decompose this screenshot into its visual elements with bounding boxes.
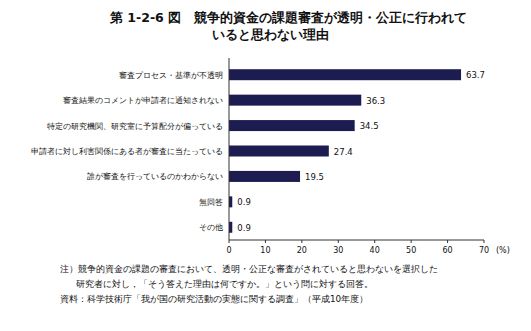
bar — [229, 120, 355, 131]
category-label: 申請者に対し利害関係にある者が審査に当たっている — [31, 147, 223, 156]
category-label: その他 — [199, 223, 223, 232]
title-line: 第 1-2-6 図 競争的資金の課題審査が透明・公正に行われて — [109, 10, 467, 25]
data-label: 34.5 — [360, 121, 379, 131]
category-label: 審査プロセス・基準が不透明 — [119, 71, 223, 80]
tick — [447, 240, 448, 243]
tick — [338, 240, 339, 243]
annotation: 注）競争的資金の課題の審査において、透明・公正な審査がされていると思わないを選択… — [60, 264, 438, 274]
tick-label: 0 — [226, 246, 231, 255]
annotation: 資料：科学技術庁「我が国の研究活動の実態に関する調査」（平成10年度） — [60, 294, 368, 304]
annotation: 研究者に対し，「そう答えた理由は何ですか。」という問に対する回答。 — [76, 279, 373, 289]
tick — [265, 240, 266, 243]
category-label: 審査結果のコメントが申請者に通知されない — [63, 96, 223, 105]
data-label: 63.7 — [466, 70, 485, 80]
tick-label: 50 — [406, 246, 416, 255]
tick — [484, 240, 485, 243]
y-axis — [229, 58, 230, 240]
tick — [301, 240, 302, 243]
tick-label: 60 — [442, 246, 452, 255]
x-axis — [229, 240, 484, 241]
category-label: 無回答 — [199, 198, 223, 207]
tick — [411, 240, 412, 243]
tick-label: 70 — [479, 246, 489, 255]
data-label: 36.3 — [366, 96, 385, 106]
tick — [374, 240, 375, 243]
bar — [229, 95, 361, 106]
tick-label: 40 — [370, 246, 380, 255]
title-line: いると思わない理由 — [212, 27, 329, 42]
tick-label: 10 — [260, 246, 270, 255]
title: 第 1-2-6 図 競争的資金の課題審査が透明・公正に行われていると思わない理由 — [109, 10, 467, 42]
tick — [229, 240, 230, 243]
bar — [229, 146, 329, 157]
data-label: 27.4 — [334, 147, 353, 157]
category-label: 誰が審査を行っているのかわからない — [87, 172, 223, 181]
axis-label: (%) — [496, 246, 510, 255]
data-label: 0.9 — [237, 223, 251, 233]
bars — [229, 69, 461, 233]
chart: 第 1-2-6 図 競争的資金の課題審査が透明・公正に行われていると思わない理由… — [0, 0, 531, 331]
data-label: 19.5 — [305, 172, 324, 182]
data-label: 0.9 — [237, 197, 251, 207]
tick-label: 20 — [297, 246, 307, 255]
bar — [229, 69, 461, 80]
bar — [229, 171, 300, 182]
tick-label: 30 — [333, 246, 343, 255]
category-label: 特定の研究機関、研究室に予算配分が偏っている — [47, 122, 223, 131]
